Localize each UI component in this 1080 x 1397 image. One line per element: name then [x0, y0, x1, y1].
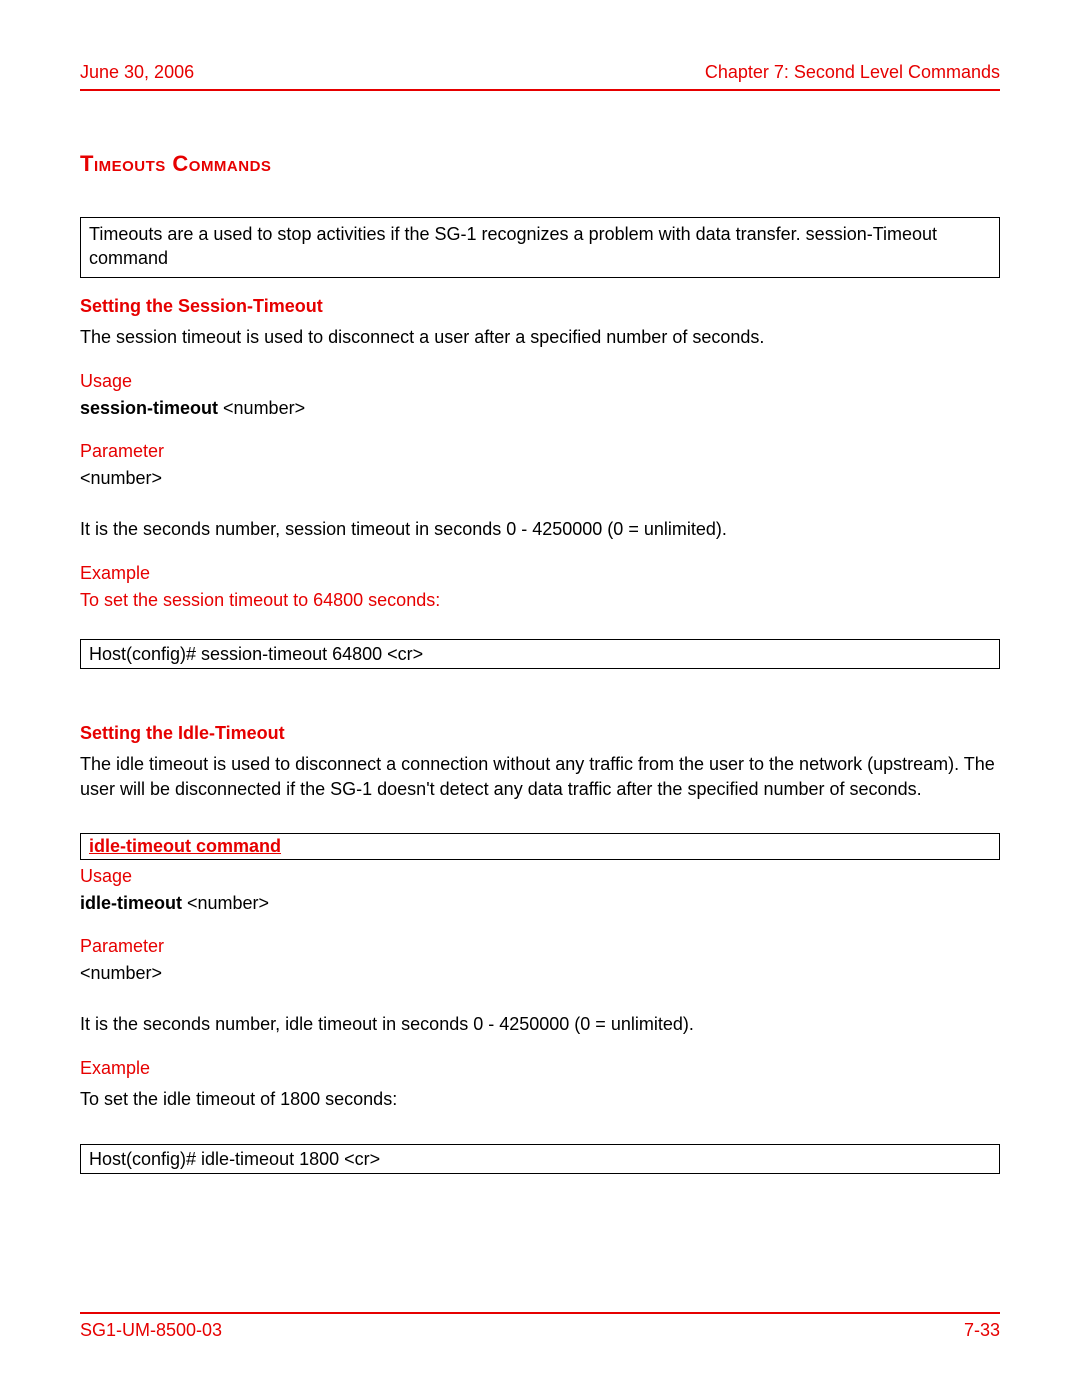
session-param-value: <number> — [80, 468, 1000, 489]
session-desc: The session timeout is used to disconnec… — [80, 325, 1000, 349]
idle-usage-cmd-bold: idle-timeout — [80, 893, 182, 913]
idle-usage-label: Usage — [80, 866, 1000, 887]
footer-bar: SG1-UM-8500-03 7-33 — [80, 1312, 1000, 1341]
header-date: June 30, 2006 — [80, 62, 194, 83]
session-usage-cmd-bold: session-timeout — [80, 398, 218, 418]
session-param-label: Parameter — [80, 441, 1000, 462]
idle-param-label: Parameter — [80, 936, 1000, 957]
session-example-desc: To set the session timeout to 64800 seco… — [80, 590, 1000, 611]
idle-heading: Setting the Idle-Timeout — [80, 723, 1000, 744]
idle-example-label: Example — [80, 1058, 1000, 1079]
section-title: Timeouts Commands — [80, 151, 1000, 177]
session-example-label: Example — [80, 563, 1000, 584]
footer-doc-id: SG1-UM-8500-03 — [80, 1320, 222, 1341]
session-usage-cmd: session-timeout <number> — [80, 398, 1000, 419]
header-bar: June 30, 2006 Chapter 7: Second Level Co… — [80, 62, 1000, 91]
session-heading: Setting the Session-Timeout — [80, 296, 1000, 317]
footer-page-num: 7-33 — [964, 1320, 1000, 1341]
intro-box: Timeouts are a used to stop activities i… — [80, 217, 1000, 278]
session-usage-cmd-arg: <number> — [218, 398, 305, 418]
idle-param-desc: It is the seconds number, idle timeout i… — [80, 1012, 1000, 1036]
idle-desc: The idle timeout is used to disconnect a… — [80, 752, 1000, 801]
session-example-box: Host(config)# session-timeout 64800 <cr> — [80, 639, 1000, 669]
session-param-desc: It is the seconds number, session timeou… — [80, 517, 1000, 541]
page: June 30, 2006 Chapter 7: Second Level Co… — [0, 0, 1080, 1397]
header-chapter: Chapter 7: Second Level Commands — [705, 62, 1000, 83]
idle-example-desc: To set the idle timeout of 1800 seconds: — [80, 1087, 1000, 1111]
session-usage-label: Usage — [80, 371, 1000, 392]
idle-cmd-box: idle-timeout command — [80, 833, 1000, 860]
idle-param-value: <number> — [80, 963, 1000, 984]
idle-example-box: Host(config)# idle-timeout 1800 <cr> — [80, 1144, 1000, 1174]
idle-cmd-box-text: idle-timeout command — [89, 836, 281, 856]
idle-usage-cmd-arg: <number> — [182, 893, 269, 913]
idle-usage-cmd: idle-timeout <number> — [80, 893, 1000, 914]
